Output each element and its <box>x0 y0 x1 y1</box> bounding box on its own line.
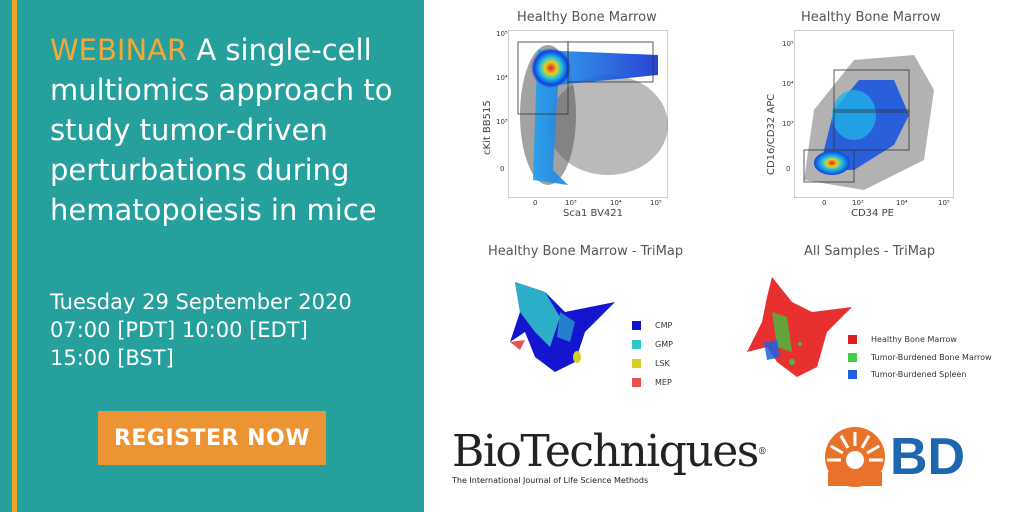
time-line-us: 07:00 [PDT] 10:00 [EDT] <box>50 318 308 342</box>
accent-stripe <box>12 0 17 512</box>
plot1-xtick: 10⁵ <box>650 199 662 207</box>
plot4-legend: Healthy Bone Marrow Tumor-Burdened Bone … <box>848 330 992 383</box>
plot2-ytick: 10³ <box>782 120 794 128</box>
legend-item: Healthy Bone Marrow <box>848 330 992 349</box>
plot1-ytick: 10⁵ <box>496 30 508 38</box>
bd-wordmark: BD <box>890 428 966 486</box>
plot2-flow-cytometry <box>794 30 954 198</box>
legend-item: LSK <box>632 354 673 373</box>
plot1-ytick: 10⁴ <box>496 74 508 82</box>
legend-item: GMP <box>632 335 673 354</box>
plot1-xtick: 0 <box>533 199 538 207</box>
biotechniques-name: BioTechniques <box>452 426 759 477</box>
biotechniques-tagline: The International Journal of Life Scienc… <box>452 476 649 485</box>
register-button[interactable]: REGISTER NOW <box>98 411 326 465</box>
plot2-ytick: 10⁴ <box>782 80 794 88</box>
bd-sun-icon <box>825 427 885 487</box>
plot2-title: Healthy Bone Marrow <box>801 10 941 25</box>
time-line-uk: 15:00 [BST] <box>50 346 174 370</box>
plot1-ylabel: cKit BB515 <box>482 100 493 155</box>
plot2-xtick: 10⁵ <box>938 199 950 207</box>
legend-item: CMP <box>632 316 673 335</box>
webinar-title: WEBINAR A single-cell multiomics approac… <box>50 30 410 230</box>
plot2-xtick: 0 <box>822 199 827 207</box>
plot2-ylabel: CD16/CD32 APC <box>766 93 777 175</box>
date-line: Tuesday 29 September 2020 <box>50 290 352 314</box>
plot3-title: Healthy Bone Marrow - TriMap <box>488 244 684 259</box>
plot1-xtick: 10⁴ <box>610 199 622 207</box>
webinar-label: WEBINAR <box>50 33 188 67</box>
biotechniques-logo: BioTechniques® The International Journal… <box>452 430 767 486</box>
legend-item: MEP <box>632 373 673 392</box>
plot3-legend: CMP GMP LSK MEP <box>632 316 673 392</box>
legend-item: Tumor-Burdened Bone Marrow <box>848 349 992 366</box>
plot2-xlabel: CD34 PE <box>851 208 894 219</box>
plot2-xtick: 10⁴ <box>896 199 908 207</box>
plot1-ytick: 0 <box>500 165 505 173</box>
webinar-title-text: A single-cell multiomics approach to stu… <box>50 33 393 227</box>
plot3-trimap <box>510 282 615 372</box>
plot1-flow-cytometry <box>508 30 668 198</box>
plot1-xtick: 10³ <box>565 199 577 207</box>
plot4-title: All Samples - TriMap <box>804 244 936 259</box>
plot1-xlabel: Sca1 BV421 <box>563 208 623 219</box>
info-panel: WEBINAR A single-cell multiomics approac… <box>0 0 424 512</box>
plot2-ytick: 10⁵ <box>782 40 794 48</box>
legend-item: Tumor-Burdened Spleen <box>848 366 992 383</box>
plot2-ytick: 0 <box>786 165 791 173</box>
event-datetime: Tuesday 29 September 2020 07:00 [PDT] 10… <box>50 288 352 372</box>
plot1-ytick: 10³ <box>496 118 508 126</box>
plot1-title: Healthy Bone Marrow <box>517 10 657 25</box>
plot2-xtick: 10³ <box>852 199 864 207</box>
plot4-trimap <box>747 277 852 377</box>
bd-logo: BD <box>824 426 965 488</box>
registered-mark: ® <box>757 447 767 457</box>
